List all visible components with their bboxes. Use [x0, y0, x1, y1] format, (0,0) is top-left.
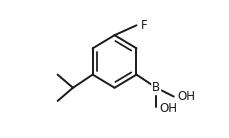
- Text: B: B: [152, 81, 160, 94]
- Text: OH: OH: [176, 90, 194, 103]
- Text: F: F: [140, 19, 147, 32]
- Text: OH: OH: [159, 102, 177, 115]
